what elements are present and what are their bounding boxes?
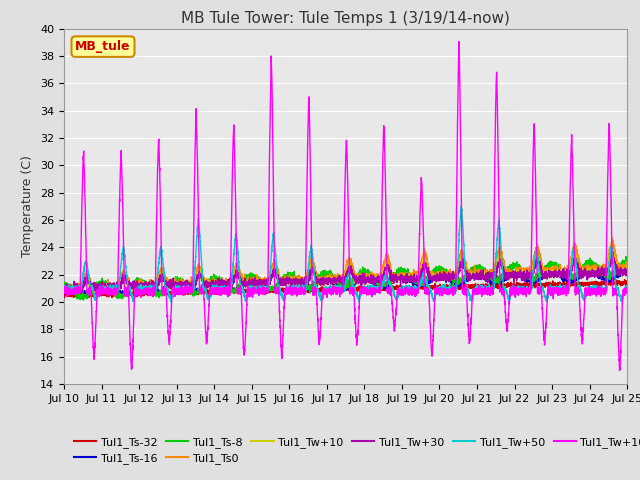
Text: MB_tule: MB_tule xyxy=(76,40,131,53)
Y-axis label: Temperature (C): Temperature (C) xyxy=(22,156,35,257)
Legend: Tul1_Ts-32, Tul1_Ts-16, Tul1_Ts-8, Tul1_Ts0, Tul1_Tw+10, Tul1_Tw+30, Tul1_Tw+50,: Tul1_Ts-32, Tul1_Ts-16, Tul1_Ts-8, Tul1_… xyxy=(70,432,640,468)
Title: MB Tule Tower: Tule Temps 1 (3/19/14-now): MB Tule Tower: Tule Temps 1 (3/19/14-now… xyxy=(181,11,510,26)
